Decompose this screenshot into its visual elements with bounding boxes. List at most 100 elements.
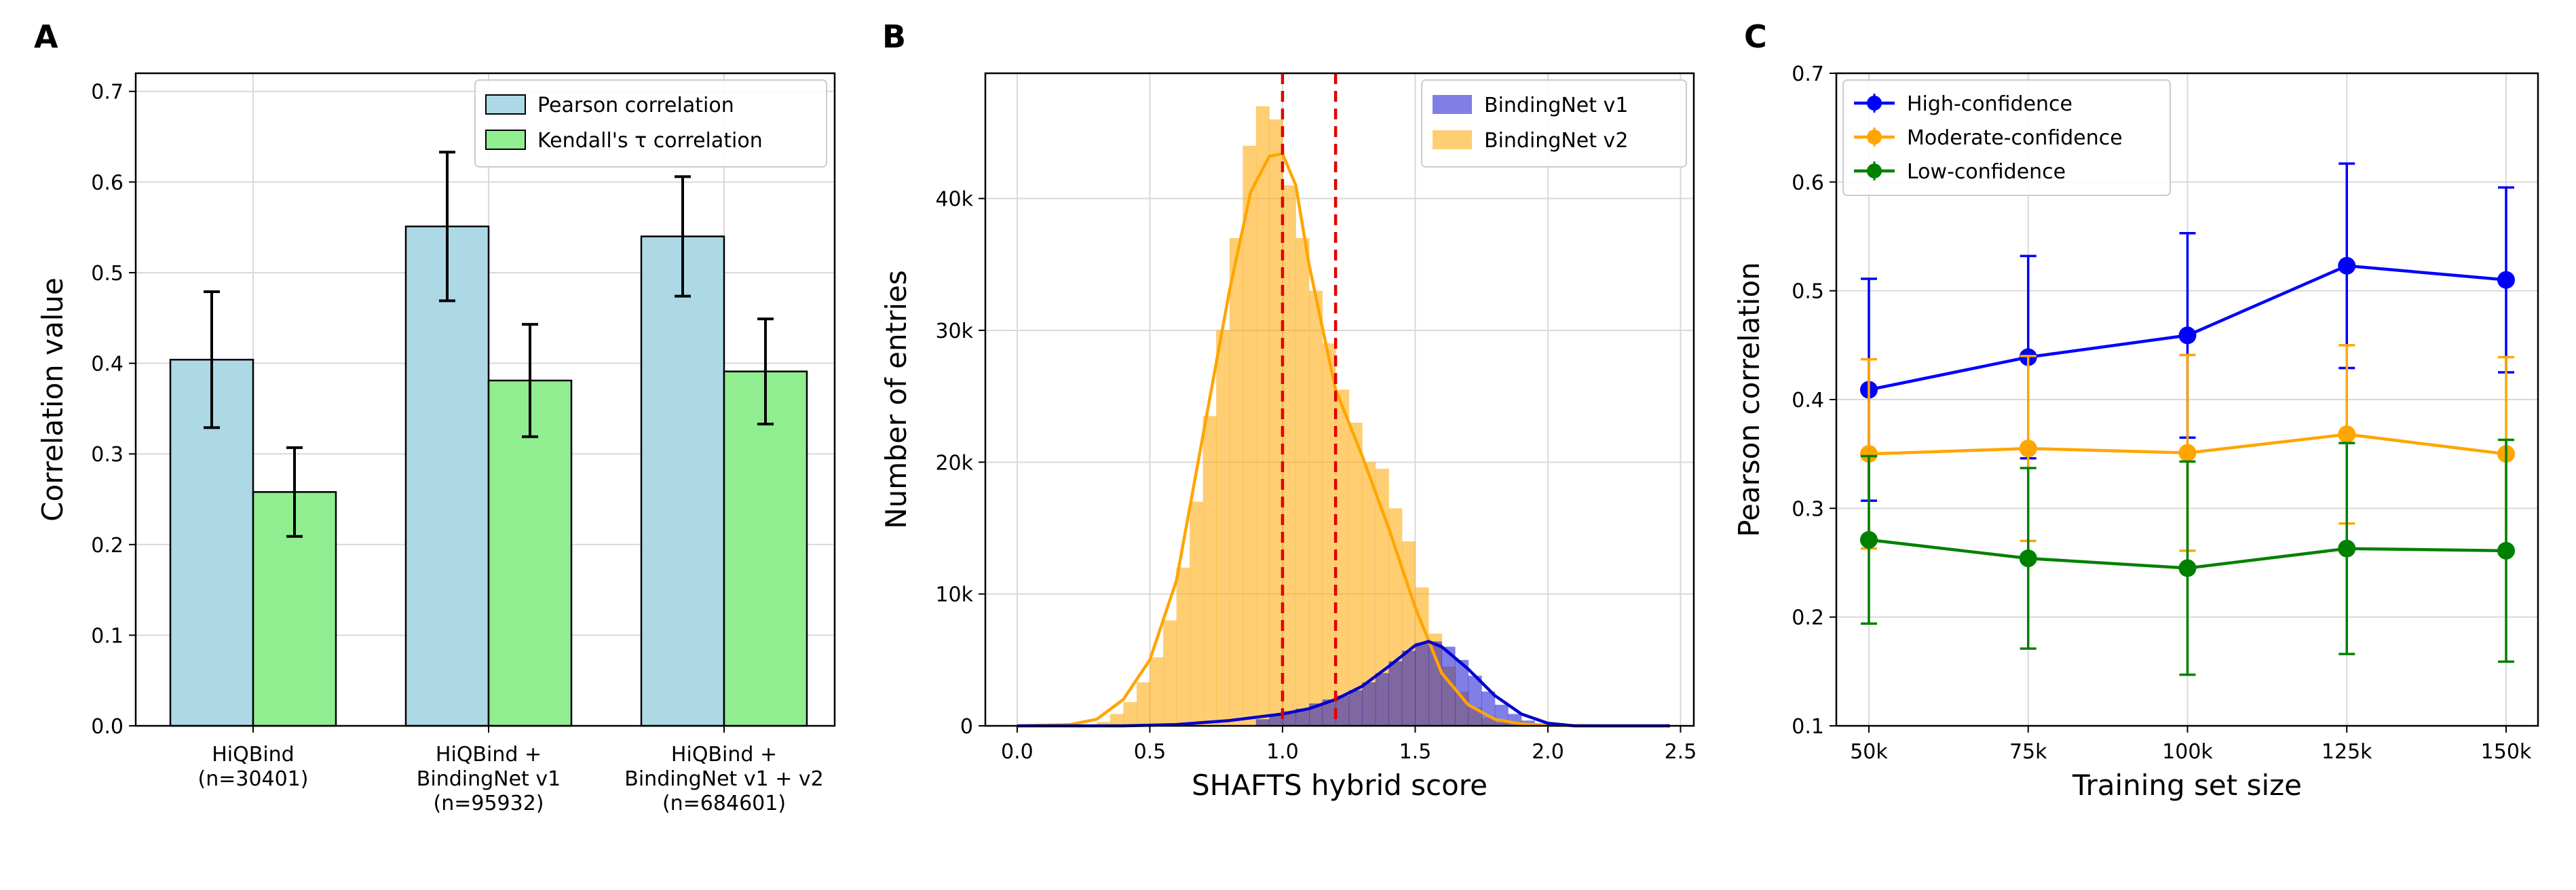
histogram-bar [1110, 714, 1124, 726]
histogram-bar [1415, 642, 1429, 726]
y-axis-label: Number of entries [879, 270, 913, 529]
x-tick-label: 0.5 [1134, 740, 1167, 764]
histogram-bar [1282, 185, 1296, 727]
x-tick-label-line: (n=30401) [198, 767, 309, 791]
y-tick-label: 0.6 [1792, 171, 1824, 195]
y-axis-label: Pearson correlation [1732, 262, 1766, 537]
bar [487, 379, 573, 727]
histogram-bar [1202, 416, 1217, 726]
legend-label: Kendall's τ correlation [537, 129, 763, 153]
data-point [2178, 444, 2197, 462]
y-tick-label: 0.5 [1792, 280, 1824, 304]
histogram-bar [1362, 682, 1376, 726]
data-point [2338, 539, 2356, 558]
x-tick-label: 2.0 [1532, 740, 1564, 764]
histogram-bar [1162, 620, 1177, 726]
data-point [2497, 271, 2515, 289]
x-tick-label: 2.5 [1665, 740, 1697, 764]
y-tick-label: 30k [935, 320, 973, 343]
histogram-bar [1190, 501, 1204, 726]
y-tick-label: 0.3 [1792, 497, 1824, 521]
histogram-bar [1455, 659, 1469, 726]
kde-curve [1017, 640, 1670, 728]
legend-swatch [1433, 95, 1472, 114]
legend-swatch [1433, 130, 1472, 149]
panel-letter: A [34, 18, 58, 55]
histogram-bar [1150, 657, 1164, 726]
y-axis-label: Correlation value [36, 277, 69, 522]
x-tick-label-line: (n=684601) [662, 792, 786, 815]
histogram-bar [1269, 715, 1283, 726]
histogram-bar [1401, 651, 1416, 726]
histogram-bar [1336, 695, 1350, 726]
histogram-bar [1375, 469, 1389, 726]
legend-box [1421, 79, 1687, 168]
histogram-bar [1388, 661, 1403, 726]
panel-c: C 0.1 0.2 0.3 0.4 0.5 0.6 0.7 50k 75k 100k 125k 150k… [1732, 18, 2539, 802]
data-point [2497, 541, 2515, 560]
y-tick-label: 0.1 [1792, 715, 1824, 739]
y-tick-label: 0.7 [91, 81, 124, 104]
x-tick-label: 50k [1850, 740, 1888, 764]
histogram-bar [1269, 119, 1283, 726]
legend-label: Low-confidence [1907, 160, 2066, 184]
x-tick-label: 100k [2162, 740, 2213, 764]
legend-marker [1867, 96, 1882, 111]
x-axis-label: SHAFTS hybrid score [1192, 769, 1488, 802]
legend-box [474, 79, 827, 168]
y-tick-label: 0.7 [1792, 62, 1824, 86]
histogram-bar [1348, 690, 1363, 726]
x-axis-label: Training set size [2072, 769, 2302, 802]
plot-frame [1835, 72, 2539, 727]
bar [640, 235, 725, 727]
legend-swatch [485, 94, 526, 115]
y-tick-label: 0.0 [91, 715, 124, 739]
y-tick-label: 0.3 [91, 443, 124, 467]
histogram-bar [1255, 106, 1270, 726]
data-point [2338, 256, 2356, 275]
data-point [2178, 559, 2197, 577]
y-tick-label: 0.2 [1792, 606, 1824, 630]
histogram-bar [1255, 719, 1270, 726]
histogram-bar [1097, 722, 1111, 726]
y-tick-label: 0.5 [91, 262, 124, 286]
histogram-bar [1229, 237, 1243, 726]
data-point [2019, 440, 2037, 458]
histogram-bar [1375, 673, 1389, 726]
legend-marker [1867, 130, 1882, 144]
y-tick-label: 0 [960, 715, 973, 739]
x-tick-label-line: BindingNet v1 + v2 [624, 767, 823, 791]
x-tick-label: 0.0 [1001, 740, 1034, 764]
legend-swatch [485, 130, 526, 150]
panel-letter: C [1744, 18, 1767, 55]
x-tick-label: HiQBind + BindingNet v1 + v2 (n=684601) [624, 743, 823, 815]
panel-letter: B [882, 18, 906, 55]
histogram-bar [1295, 237, 1310, 726]
legend-label: BindingNet v1 [1484, 94, 1628, 117]
bar [723, 370, 808, 727]
y-tick-label: 20k [935, 451, 973, 475]
legend-marker [1867, 163, 1882, 178]
x-tick-label-line: HiQBind + [671, 743, 777, 767]
histogram-bar [1282, 711, 1296, 726]
kde-curve [1017, 152, 1670, 728]
histogram-bar [1123, 702, 1137, 726]
histogram-bar [1441, 646, 1456, 726]
legend-label: Pearson correlation [537, 94, 734, 117]
plot-frame [134, 72, 836, 727]
x-tick-label: 1.0 [1266, 740, 1299, 764]
legend-label: High-confidence [1907, 92, 2072, 116]
x-tick-label: 1.5 [1399, 740, 1432, 764]
histogram-bar [1216, 330, 1230, 726]
panel-a: A 0.0 0.1 0.2 0.3 0.4 0.5 0.6 0.7 HiQBind (n=30401… [34, 18, 836, 815]
x-tick-label: 75k [2009, 740, 2047, 764]
histogram-bar [1362, 462, 1376, 726]
panel-b: B 0 10k 20k 30k 40k 0.0 0.5 1.0 1.5 2.0 2.5 SHAFTS h… [879, 18, 1697, 802]
y-tick-label: 0.4 [1792, 389, 1824, 412]
histogram-bar [1136, 682, 1150, 726]
histogram-bar [1176, 567, 1190, 726]
y-tick-label: 0.6 [91, 171, 124, 195]
data-point [2019, 549, 2037, 568]
histogram-bar [1295, 708, 1310, 726]
